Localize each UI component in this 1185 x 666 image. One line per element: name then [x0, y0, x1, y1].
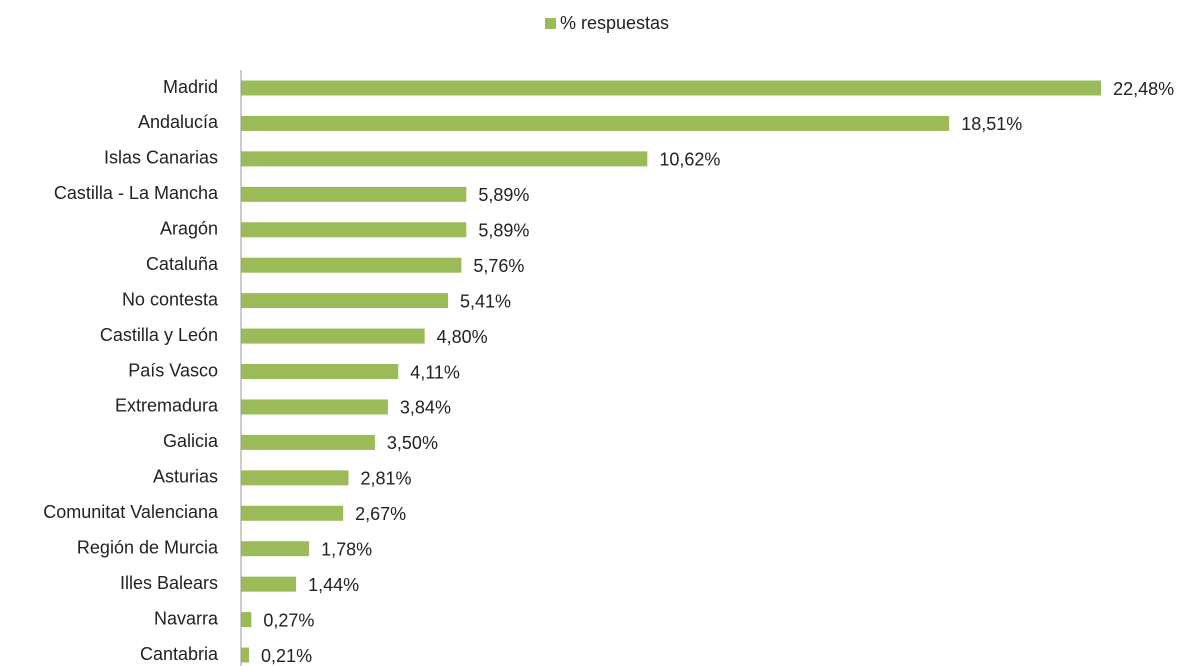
category-label: Asturias [153, 467, 218, 487]
category-label: Región de Murcia [77, 537, 219, 557]
bar [241, 151, 648, 167]
bar [241, 434, 375, 450]
category-label: Navarra [154, 608, 219, 628]
bar [241, 576, 297, 592]
value-label: 3,84% [400, 398, 451, 418]
category-label: Madrid [163, 77, 218, 97]
value-label: 5,76% [473, 256, 524, 276]
value-label: 5,41% [460, 291, 511, 311]
value-label: 0,27% [263, 610, 314, 630]
category-label: Castilla - La Mancha [54, 183, 219, 203]
category-label: Cataluña [146, 254, 219, 274]
bar [241, 222, 467, 238]
bar [241, 293, 448, 309]
legend-swatch [545, 18, 556, 29]
value-label: 5,89% [478, 185, 529, 205]
category-label: Andalucía [138, 112, 219, 132]
category-label: No contesta [122, 289, 219, 309]
bar [241, 328, 425, 344]
bar [241, 115, 950, 131]
bar [241, 612, 252, 628]
bar [241, 80, 1102, 96]
value-label: 3,50% [387, 433, 438, 453]
value-label: 0,21% [261, 646, 312, 666]
category-label: Aragón [160, 219, 218, 239]
bar [241, 541, 310, 557]
bar [241, 186, 467, 202]
category-label: País Vasco [128, 360, 218, 380]
category-label: Galicia [163, 431, 219, 451]
bar [241, 399, 388, 415]
bar [241, 505, 344, 521]
category-label: Illes Balears [120, 573, 218, 593]
category-label: Extremadura [115, 396, 219, 416]
legend-label: % respuestas [560, 13, 669, 33]
category-label: Comunitat Valenciana [43, 502, 219, 522]
bar [241, 470, 349, 486]
value-label: 10,62% [659, 150, 720, 170]
bar [241, 364, 399, 380]
value-label: 4,80% [437, 327, 488, 347]
bar [241, 647, 250, 663]
value-label: 2,67% [355, 504, 406, 524]
value-label: 18,51% [961, 114, 1022, 134]
value-label: 1,78% [321, 539, 372, 559]
category-label: Islas Canarias [104, 148, 218, 168]
value-label: 22,48% [1113, 79, 1174, 99]
category-label: Cantabria [140, 644, 219, 664]
bar [241, 257, 462, 273]
category-label: Castilla y León [100, 325, 218, 345]
value-label: 4,11% [410, 362, 460, 382]
value-label: 5,89% [478, 221, 529, 241]
value-label: 2,81% [361, 469, 412, 489]
value-label: 1,44% [308, 575, 359, 595]
